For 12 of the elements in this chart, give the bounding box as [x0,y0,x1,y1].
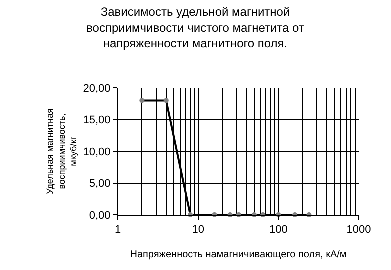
y-tick-label: 0,00 [89,210,111,222]
y-axis-title: Удельная магнитная восприимчивость, мкуб/кг [45,108,79,194]
chart-title: Зависимость удельной магнитной восприимчивости чистого магнетита от напряженности магнитного поля. [86,5,305,50]
y-tick-label: 20,00 [83,82,111,95]
x-axis-title: Напряженность намагничивающего поля, кА/м [130,250,347,261]
y-tick-label: 5,00 [89,178,111,190]
x-tick-label: 100 [269,224,288,236]
x-tick-label: 1 [114,224,122,236]
y-tick-label: 10,00 [83,146,111,158]
y-tick-label: 15,00 [83,114,111,127]
x-tick-label: 1000 [346,224,372,236]
x-tick-label: 10 [192,224,204,236]
